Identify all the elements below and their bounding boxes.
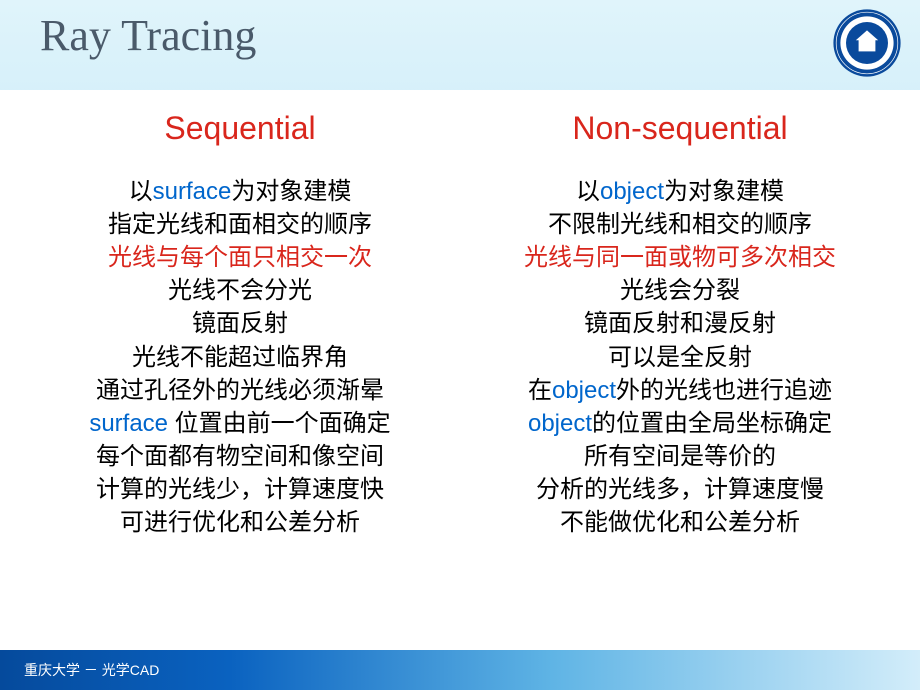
left-line-9: 每个面都有物空间和像空间	[20, 440, 460, 473]
left-line-5: 镜面反射	[20, 307, 460, 340]
right-line-8: object的位置由全局坐标确定	[460, 407, 900, 440]
slide-header: Ray Tracing	[0, 0, 920, 65]
left-line-8: surface 位置由前一个面确定	[20, 407, 460, 440]
slide-content: Sequential 以surface为对象建模 指定光线和面相交的顺序 光线与…	[0, 90, 920, 650]
keyword: surface	[89, 410, 168, 437]
footer-sep: －	[80, 662, 102, 678]
left-line-3: 光线与每个面只相交一次	[20, 241, 460, 274]
right-line-2: 不限制光线和相交的顺序	[460, 208, 900, 241]
footer-text: 重庆大学 － 光学CAD	[24, 660, 159, 680]
left-line-10: 计算的光线少，计算速度快	[20, 473, 460, 506]
text: 外的光线也进行追迹	[616, 377, 832, 404]
keyword: surface	[153, 178, 232, 205]
right-heading: Non-sequential	[460, 110, 900, 147]
left-line-2: 指定光线和面相交的顺序	[20, 208, 460, 241]
keyword: object	[528, 410, 592, 437]
text: 以	[129, 178, 153, 205]
left-heading: Sequential	[20, 110, 460, 147]
keyword: object	[600, 178, 664, 205]
text: 在	[528, 377, 552, 404]
slide-title: Ray Tracing	[40, 10, 256, 61]
right-line-3: 光线与同一面或物可多次相交	[460, 241, 900, 274]
right-line-5: 镜面反射和漫反射	[460, 307, 900, 340]
right-line-6: 可以是全反射	[460, 341, 900, 374]
right-line-7: 在object外的光线也进行追迹	[460, 374, 900, 407]
keyword: object	[552, 377, 616, 404]
right-line-1: 以object为对象建模	[460, 175, 900, 208]
text: 的位置由全局坐标确定	[592, 410, 832, 437]
text: 位置由前一个面确定	[168, 410, 391, 437]
left-line-11: 可进行优化和公差分析	[20, 506, 460, 539]
footer-course: 光学CAD	[102, 662, 160, 678]
left-column: Sequential 以surface为对象建模 指定光线和面相交的顺序 光线与…	[20, 110, 460, 640]
right-line-10: 分析的光线多，计算速度慢	[460, 473, 900, 506]
right-line-4: 光线会分裂	[460, 274, 900, 307]
right-column: Non-sequential 以object为对象建模 不限制光线和相交的顺序 …	[460, 110, 900, 640]
left-line-4: 光线不会分光	[20, 274, 460, 307]
left-line-6: 光线不能超过临界角	[20, 341, 460, 374]
left-line-1: 以surface为对象建模	[20, 175, 460, 208]
left-line-7: 通过孔径外的光线必须渐晕	[20, 374, 460, 407]
footer-org: 重庆大学	[24, 662, 80, 678]
text: 为对象建模	[231, 178, 351, 205]
slide-footer: 重庆大学 － 光学CAD	[0, 650, 920, 690]
text: 为对象建模	[664, 178, 784, 205]
university-logo-icon	[832, 8, 902, 78]
slide: Ray Tracing Sequential 以surface为对象建模 指定光…	[0, 0, 920, 690]
right-line-11: 不能做优化和公差分析	[460, 506, 900, 539]
text: 以	[576, 178, 600, 205]
right-line-9: 所有空间是等价的	[460, 440, 900, 473]
